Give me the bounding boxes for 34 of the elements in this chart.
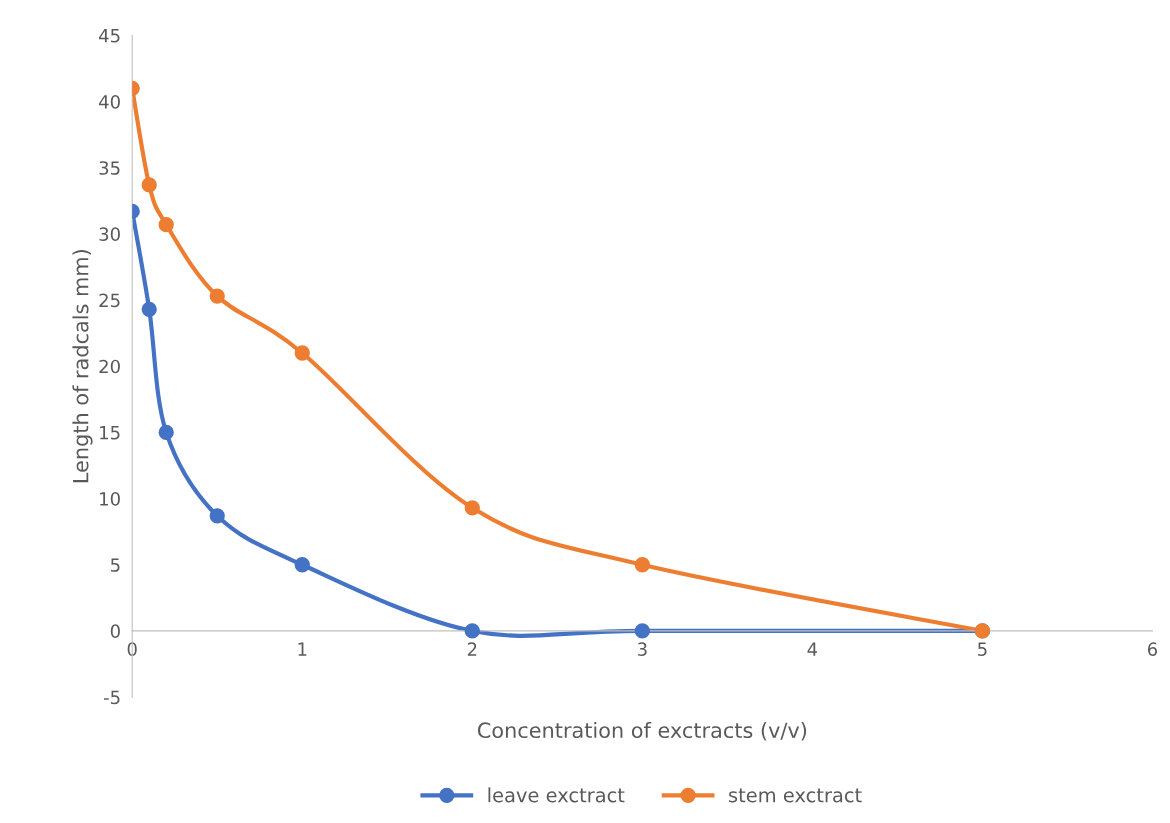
x-tick-label: 2 [467,642,477,656]
point [209,508,225,524]
point [634,557,650,573]
y-tick-label: 30 [99,227,120,242]
y-tick-label: 35 [99,161,120,175]
point [158,216,174,233]
y-tick-label: 10 [100,492,120,506]
y-tick-label: 15 [100,426,120,440]
point [141,301,157,317]
point [209,288,225,304]
point [158,424,174,441]
point [634,623,650,639]
y-tick-label: 40 [99,95,120,109]
legend-label: leave exctract [488,787,625,803]
x-axis-title: Concentration of exctracts (v/v) [477,722,807,741]
point [464,623,480,639]
x-tick-label: 0 [127,642,137,656]
y-tick-label: 45 [99,29,120,43]
point [141,177,157,193]
point [294,345,310,361]
x-tick-label: 1 [298,642,307,656]
x-tick-label: 3 [637,642,647,656]
y-tick-label: 5 [111,558,120,572]
x-tick-label: 6 [1147,642,1158,656]
y-axis-title: Length of radcals mm) [72,250,93,483]
x-tick-label: 4 [807,642,818,656]
point [464,500,480,516]
y-tick-label: 0 [110,624,120,639]
point [294,557,310,573]
y-tick-label: -5 [103,690,120,705]
x-tick-label: 5 [978,642,987,656]
y-tick-label: 25 [99,293,120,308]
legend-label: stem exctract [729,788,862,803]
y-tick-label: 20 [99,359,120,374]
